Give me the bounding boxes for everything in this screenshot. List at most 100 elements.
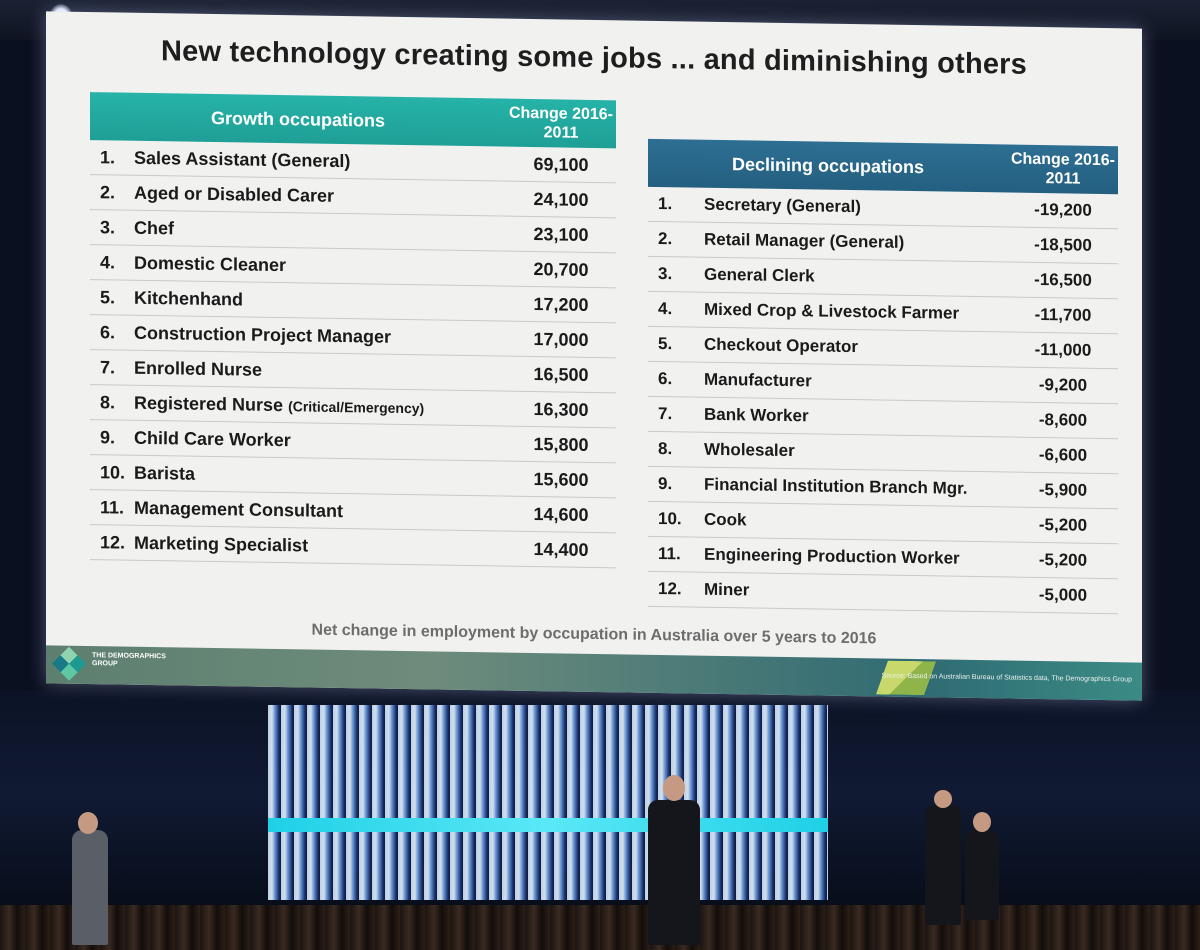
occupation-name: Construction Project Manager (134, 322, 506, 349)
occupation-label: Domestic Cleaner (134, 252, 287, 275)
growth-table: Growth occupations Change 2016-2011 1. Sa… (90, 92, 616, 569)
change-value: 69,100 (533, 153, 589, 175)
change-value: -9,200 (1038, 374, 1088, 395)
row-rank: 8. (100, 391, 116, 412)
row-rank: 3. (100, 216, 116, 237)
change-value: -5,900 (1038, 479, 1088, 500)
table-row: 12. Miner -5,000 (648, 571, 1118, 615)
occupation-name: Kitchenhand (134, 287, 506, 314)
occupation-name: Miner (704, 580, 1008, 605)
occupation-name: Child Care Worker (134, 427, 506, 454)
occupation-name: Financial Institution Branch Mgr. (704, 475, 1008, 500)
row-rank: 7. (658, 404, 673, 424)
occupation-name: Sales Assistant (General) (134, 147, 506, 174)
occupation-label: General Clerk (704, 264, 815, 286)
occupation-label: Management Consultant (134, 497, 344, 521)
stage-light-bar (268, 818, 828, 832)
declining-table: Declining occupations Change 2016-2011 1… (648, 138, 1118, 615)
occupation-name: Mixed Crop & Livestock Farmer (704, 300, 1008, 325)
occupation-label: Engineering Production Worker (704, 544, 960, 568)
occupation-label: Sales Assistant (General) (134, 147, 351, 171)
presenter-center (648, 800, 700, 945)
occupation-name: Retail Manager (General) (704, 230, 1008, 255)
change-value: 15,800 (533, 433, 589, 455)
row-rank: 5. (658, 334, 673, 354)
change-value: -5,200 (1038, 549, 1088, 570)
occupation-label: Secretary (General) (704, 194, 861, 217)
occupation-name: Chef (134, 217, 506, 244)
occupation-name: General Clerk (704, 265, 1008, 290)
occupation-name: Checkout Operator (704, 335, 1008, 360)
growth-table-header: Growth occupations Change 2016-2011 (90, 92, 616, 149)
row-rank: 8. (658, 439, 673, 459)
occupation-label: Chef (134, 217, 174, 238)
occupation-name: Cook (704, 510, 1008, 535)
change-value: 16,500 (533, 363, 589, 385)
growth-header-change: Change 2016-2011 (508, 104, 614, 142)
occupation-name: Enrolled Nurse (134, 357, 506, 384)
occupation-label: Child Care Worker (134, 427, 291, 450)
row-rank: 9. (100, 426, 116, 447)
occupation-label: Miner (704, 579, 750, 600)
row-rank: 3. (658, 264, 673, 284)
row-rank: 9. (658, 474, 673, 494)
occupation-name: Marketing Specialist (134, 532, 506, 559)
slide-title: New technology creating some jobs ... an… (160, 35, 1027, 81)
audience (0, 905, 1200, 950)
occupation-note: (Critical/Emergency) (288, 397, 425, 416)
occupation-name: Aged or Disabled Carer (134, 182, 506, 209)
growth-header-occupation: Growth occupations (210, 107, 385, 131)
occupation-name: Registered Nurse (Critical/Emergency) (134, 392, 506, 419)
occupation-name: Barista (134, 462, 506, 489)
table-row: 12. Marketing Specialist 14,400 (90, 525, 616, 569)
change-value: -11,000 (1034, 339, 1092, 360)
change-value: 15,600 (533, 468, 589, 490)
change-value: -19,200 (1034, 199, 1092, 220)
occupation-label: Checkout Operator (704, 334, 858, 357)
change-value: 17,200 (533, 293, 589, 315)
occupation-label: Mixed Crop & Livestock Farmer (704, 299, 960, 323)
row-rank: 12. (100, 531, 126, 553)
declining-header-change: Change 2016-2011 (1010, 150, 1116, 188)
change-value: 24,100 (533, 188, 589, 210)
row-rank: 10. (100, 461, 126, 483)
row-rank: 4. (100, 251, 116, 272)
change-value: -8,600 (1038, 409, 1088, 430)
row-rank: 11. (100, 496, 125, 518)
row-rank: 6. (100, 321, 116, 342)
logo-text: THE DEMOGRAPHICS GROUP (92, 652, 166, 668)
change-value: -5,000 (1038, 584, 1088, 605)
occupation-label: Cook (704, 509, 747, 530)
presenter-center-head (663, 775, 685, 801)
declining-table-header: Declining occupations Change 2016-2011 (648, 138, 1118, 195)
change-value: 23,100 (533, 223, 589, 245)
change-value: -5,200 (1038, 514, 1088, 535)
occupation-label: Aged or Disabled Carer (134, 182, 335, 206)
occupation-name: Domestic Cleaner (134, 252, 506, 279)
occupation-label: Enrolled Nurse (134, 357, 263, 380)
row-rank: 1. (100, 146, 116, 167)
declining-header-occupation: Declining occupations (731, 153, 925, 177)
occupation-name: Bank Worker (704, 405, 1008, 430)
occupation-label: Kitchenhand (134, 287, 244, 309)
stage-person-right (965, 830, 999, 920)
occupation-label: Marketing Specialist (134, 532, 309, 556)
occupation-label: Bank Worker (704, 404, 809, 426)
row-rank: 5. (100, 286, 116, 307)
demographics-logo-icon (52, 646, 86, 681)
change-value: -11,700 (1034, 304, 1092, 325)
row-rank: 11. (658, 544, 681, 564)
stage-light-wall (268, 705, 828, 900)
occupation-name: Secretary (General) (704, 195, 1008, 220)
occupation-name: Manufacturer (704, 370, 1008, 395)
stage-person-right-head (934, 790, 952, 808)
row-rank: 6. (658, 369, 673, 389)
occupation-name: Management Consultant (134, 497, 506, 524)
row-rank: 1. (658, 194, 673, 214)
occupation-label: Manufacturer (704, 369, 812, 391)
change-value: 20,700 (533, 258, 589, 280)
presenter-left (72, 830, 108, 945)
row-rank: 7. (100, 356, 116, 377)
change-value: 14,600 (533, 503, 589, 525)
row-rank: 2. (658, 229, 673, 249)
